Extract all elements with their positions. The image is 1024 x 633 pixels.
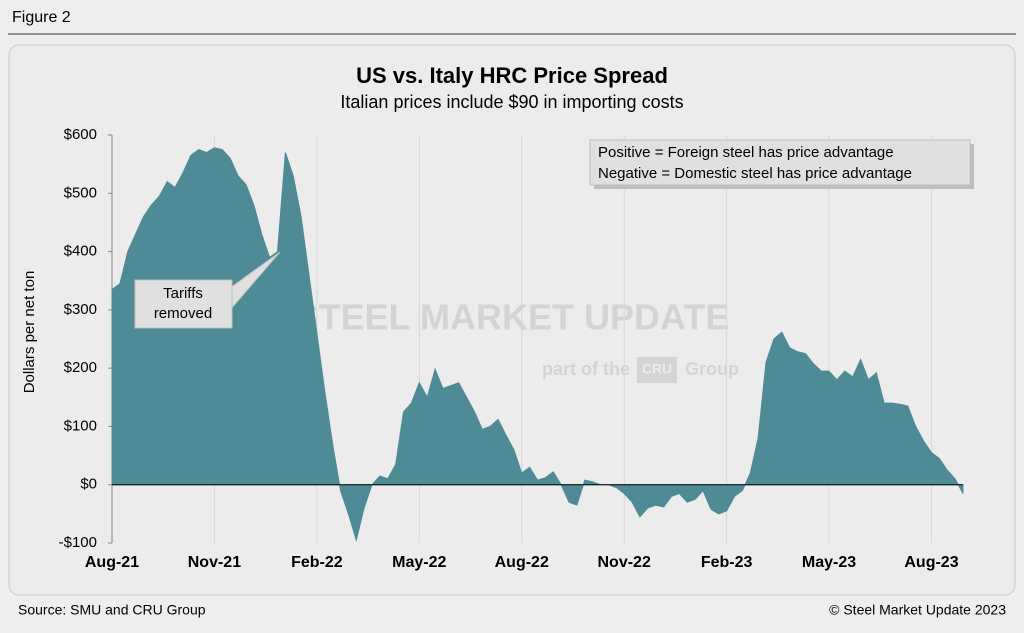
plot: STEEL MARKET UPDATE part of the CRU Group Au… — [59, 126, 974, 571]
y-tick-label: -$100 — [59, 534, 97, 551]
y-tick-label: $100 — [64, 417, 97, 434]
x-tick-label: Aug-23 — [904, 554, 958, 571]
chart-subtitle: Italian prices include $90 in importing … — [340, 92, 683, 112]
note-box — [589, 139, 971, 186]
x-tick-label: Nov-21 — [188, 554, 241, 571]
x-tick-label: Feb-23 — [701, 554, 753, 571]
annotation-line: removed — [154, 305, 212, 322]
y-tick-label: $400 — [64, 243, 97, 260]
watermark-logo: CRU — [642, 361, 672, 377]
y-tick-label: $0 — [80, 476, 97, 493]
annotation-box — [134, 279, 233, 329]
source: Source: SMU and CRU Group — [18, 602, 206, 618]
y-tick-label: $600 — [64, 126, 97, 143]
y-tick-label: $500 — [64, 184, 97, 201]
x-tick-label: Nov-22 — [597, 554, 650, 571]
watermark-group: Group — [685, 359, 739, 379]
annotation-line: Tariffs — [163, 285, 203, 302]
watermark-logo-box — [637, 357, 677, 383]
x-tick-label: May-22 — [392, 554, 446, 571]
note-line: Positive = Foreign steel has price advan… — [598, 144, 894, 161]
area — [111, 147, 964, 543]
y-tick-label: $200 — [64, 359, 97, 376]
x-tick-label: Aug-22 — [495, 554, 549, 571]
y-tick-label: $300 — [64, 301, 97, 318]
figure-label: Figure 2 — [12, 9, 71, 26]
watermark-part: part of the — [542, 359, 630, 379]
note-line: Negative = Domestic steel has price adva… — [598, 165, 912, 182]
y-axis-label: Dollars per net ton — [21, 271, 38, 394]
x-tick-label: Aug-21 — [85, 554, 139, 571]
copyright: © Steel Market Update 2023 — [829, 602, 1006, 618]
x-tick-label: May-23 — [802, 554, 856, 571]
chart-title: US vs. Italy HRC Price Spread — [356, 63, 668, 88]
x-tick-label: Feb-22 — [291, 554, 343, 571]
watermark-brand: STEEL MARKET UPDATE — [295, 297, 730, 338]
